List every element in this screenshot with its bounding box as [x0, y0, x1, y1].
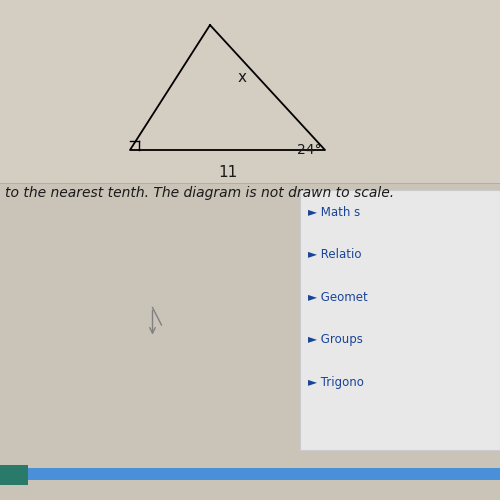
Text: ► Math s: ► Math s: [308, 206, 360, 219]
Bar: [300, 190, 500, 450]
Bar: [0, 468, 500, 480]
Text: ► Trigono: ► Trigono: [308, 376, 364, 389]
Text: x: x: [238, 70, 247, 85]
Text: 24°: 24°: [298, 143, 322, 157]
Text: 11: 11: [218, 165, 237, 180]
Text: to the nearest tenth. The diagram is not drawn to scale.: to the nearest tenth. The diagram is not…: [5, 186, 394, 200]
Text: ► Geomet: ► Geomet: [308, 291, 367, 304]
Text: ► Relatio: ► Relatio: [308, 248, 361, 262]
Bar: [0, 465, 28, 485]
Bar: [0, 182, 500, 500]
Bar: [0, 0, 500, 182]
Text: ► Groups: ► Groups: [308, 334, 362, 346]
